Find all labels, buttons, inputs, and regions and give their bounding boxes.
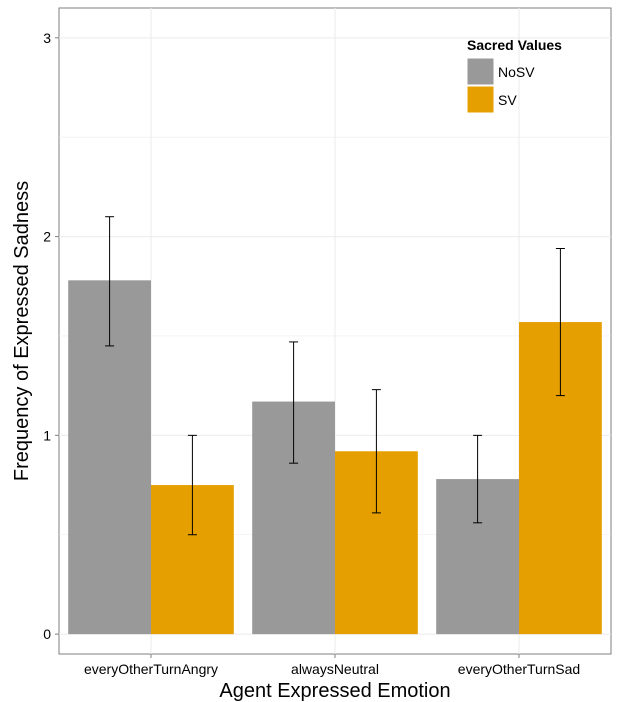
legend-swatch bbox=[466, 85, 495, 114]
legend-title: Sacred Values bbox=[467, 37, 562, 53]
y-axis: 0 1 2 3 bbox=[43, 30, 59, 642]
error-bars bbox=[105, 216, 565, 536]
error-bar-NoSV-alwaysNeutral bbox=[289, 341, 299, 464]
legend: Sacred Values NoSV SV bbox=[466, 37, 562, 114]
legend-item-NoSV: NoSV bbox=[466, 57, 535, 86]
legend-item-SV: SV bbox=[466, 85, 517, 114]
x-axis-title: Agent Expressed Emotion bbox=[219, 680, 450, 702]
error-bar-SV-everyOtherTurnAngry bbox=[187, 434, 197, 536]
legend-label: NoSV bbox=[498, 64, 535, 80]
y-tick-label: 0 bbox=[43, 626, 51, 642]
y-tick-label: 3 bbox=[43, 30, 51, 46]
error-bar-SV-everyOtherTurnSad bbox=[555, 248, 565, 397]
legend-label: SV bbox=[498, 92, 517, 108]
x-axis: everyOtherTurnAngry alwaysNeutral everyOth… bbox=[84, 654, 580, 677]
error-bar-SV-alwaysNeutral bbox=[371, 389, 381, 514]
error-bar-NoSV-everyOtherTurnAngry bbox=[105, 216, 115, 347]
y-tick-label: 2 bbox=[43, 229, 51, 245]
y-axis-title: Frequency of Expressed Sadness bbox=[11, 181, 33, 481]
error-bar-NoSV-everyOtherTurnSad bbox=[473, 434, 483, 524]
x-tick-label: everyOtherTurnSad bbox=[458, 661, 580, 677]
x-tick-label: alwaysNeutral bbox=[291, 661, 379, 677]
y-tick-label: 1 bbox=[43, 427, 51, 443]
legend-swatch bbox=[466, 57, 495, 86]
x-tick-label: everyOtherTurnAngry bbox=[84, 661, 218, 677]
